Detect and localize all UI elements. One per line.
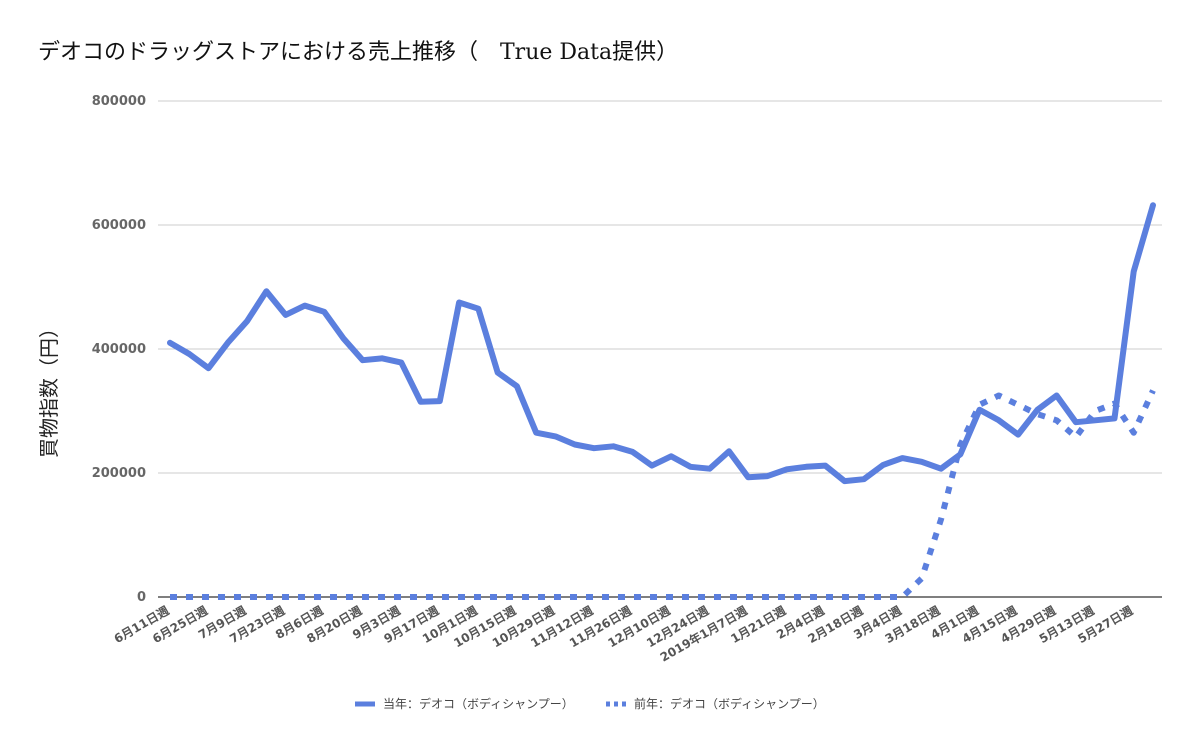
y-tick-label: 200000 [92, 466, 146, 481]
legend-label: 前年：デオコ（ボディシャンプー） [634, 696, 825, 711]
series-lines [167, 202, 1156, 600]
grid-lines [158, 100, 1162, 598]
chart-title: デオコのドラッグストアにおける売上推移（ True Data提供） [38, 40, 679, 65]
legend: 当年：デオコ（ボディシャンプー） 前年：デオコ（ボディシャンプー） [355, 696, 825, 711]
legend-label: 当年：デオコ（ボディシャンプー） [383, 696, 574, 711]
y-tick-label: 0 [137, 590, 146, 605]
y-tick-label: 400000 [92, 342, 146, 357]
y-tick-label: 600000 [92, 218, 146, 233]
series-line-current-year [167, 202, 1156, 485]
y-axis-ticks: 0 200000 400000 600000 800000 [92, 94, 146, 605]
y-axis-label: 買物指数（円） [37, 318, 61, 458]
x-axis-ticks: 6月11日週6月25日週7月9日週7月23日週8月6日週8月20日週9月3日週9… [111, 603, 1135, 665]
y-tick-label: 800000 [92, 94, 146, 109]
series-line-previous-year [170, 389, 1156, 600]
